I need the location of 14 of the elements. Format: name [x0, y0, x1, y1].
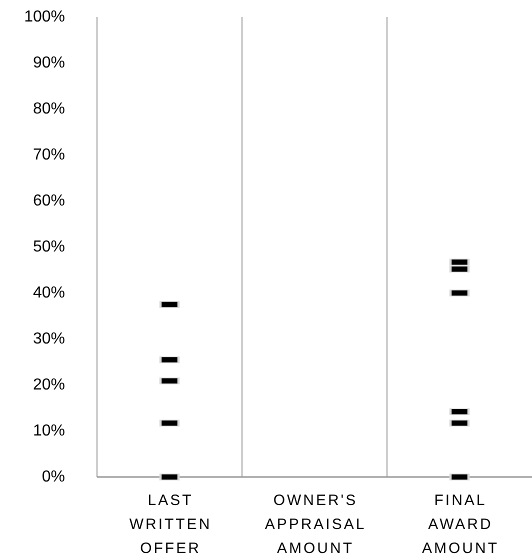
- y-tick-label: 10%: [32, 422, 65, 440]
- x-tick-label: OWNER'S APPRAISAL AMOUNT: [264, 492, 366, 557]
- x-tick-label: FINAL AWARD AMOUNT: [422, 492, 499, 557]
- x-tick-label: LAST WRITTEN OFFER: [129, 492, 212, 557]
- y-tick-label: 90%: [32, 54, 65, 72]
- y-tick-label: 100%: [24, 8, 65, 26]
- y-tick-label: 60%: [32, 192, 65, 210]
- y-tick-label: 50%: [32, 238, 65, 256]
- y-tick-label: 20%: [32, 376, 65, 394]
- y-tick-label: 0%: [42, 468, 65, 486]
- y-tick-label: 40%: [32, 284, 65, 302]
- y-tick-label: 70%: [32, 146, 65, 164]
- y-tick-label: 30%: [32, 330, 65, 348]
- y-tick-label: 80%: [32, 100, 65, 118]
